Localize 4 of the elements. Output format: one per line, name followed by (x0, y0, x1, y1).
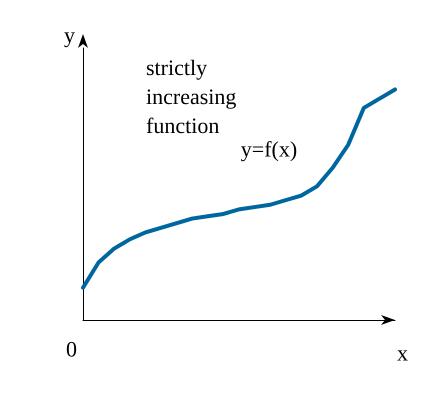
text: 0 (66, 336, 77, 362)
x-axis-title: x (397, 340, 408, 366)
series-label: y=f(x) (240, 136, 298, 162)
y-axis-title: y (64, 22, 75, 48)
